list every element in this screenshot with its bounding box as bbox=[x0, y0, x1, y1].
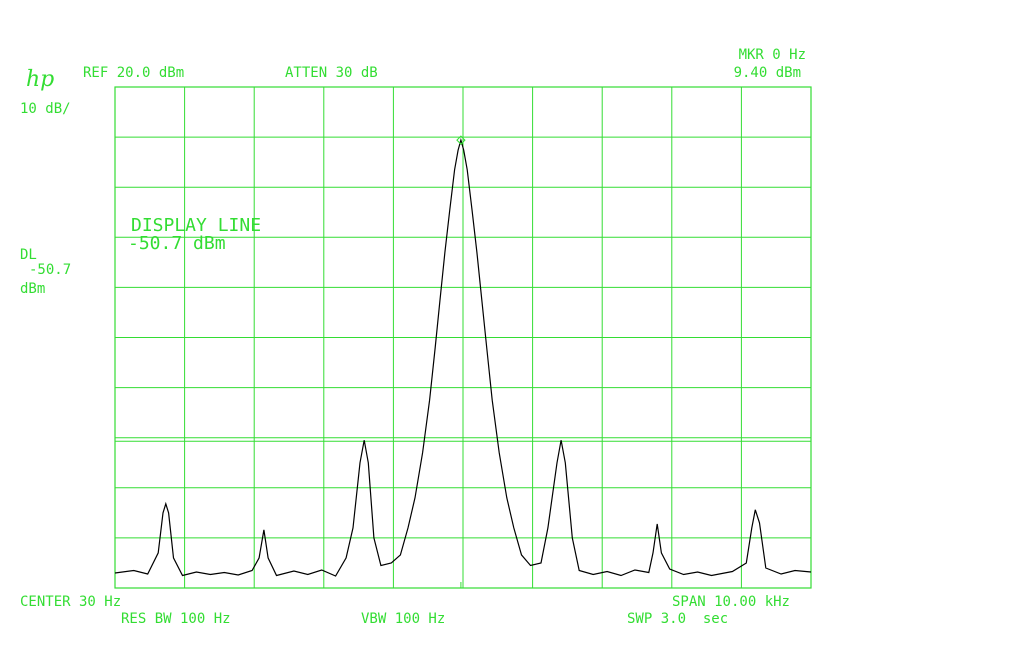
logo: hp bbox=[26, 67, 54, 92]
marker bbox=[456, 135, 466, 145]
vbw-label: VBW 100 Hz bbox=[361, 611, 445, 627]
dl-value: -50.7 bbox=[29, 262, 71, 278]
scale-label: 10 dB/ bbox=[20, 101, 71, 117]
dl-unit: dBm bbox=[20, 281, 45, 297]
center-label: CENTER 30 Hz bbox=[20, 594, 121, 610]
atten-label: ATTEN 30 dB bbox=[285, 65, 378, 81]
dl-label: DL bbox=[20, 247, 37, 263]
trace bbox=[114, 137, 812, 577]
marker-freq: MKR 0 Hz bbox=[739, 47, 806, 63]
display-line-title: DISPLAY LINE bbox=[131, 215, 261, 236]
span-label: SPAN 10.00 kHz bbox=[672, 594, 790, 610]
ref-label: REF 20.0 dBm bbox=[83, 65, 184, 81]
marker-amp: 9.40 dBm bbox=[734, 65, 801, 81]
rbw-label: RES BW 100 Hz bbox=[121, 611, 231, 627]
display-line-label: -50.7 dBm bbox=[128, 233, 226, 254]
sweep-label: SWP 3.0 sec bbox=[627, 611, 728, 627]
